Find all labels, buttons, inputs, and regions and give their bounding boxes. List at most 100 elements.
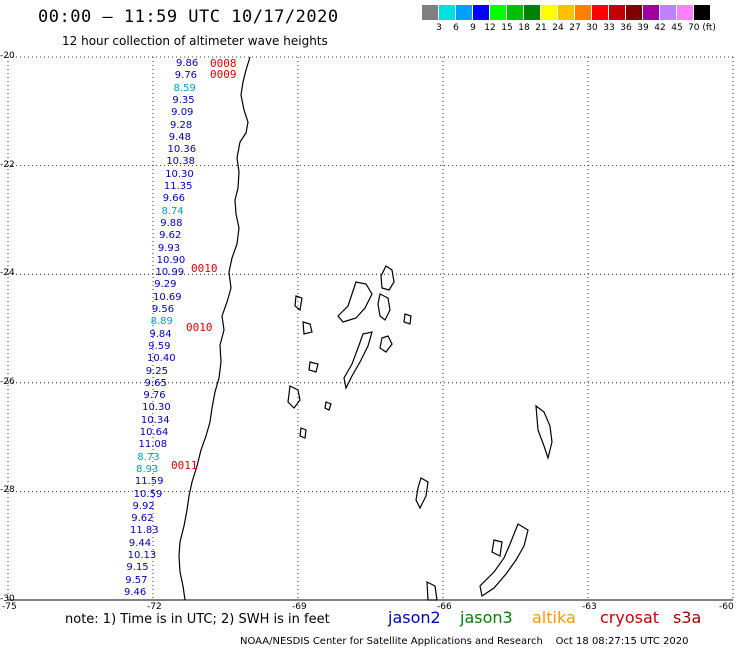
wave-height-value: 9.44 [128, 537, 152, 549]
colorbar-swatch [507, 5, 524, 20]
map-grid [7, 56, 734, 601]
wave-height-value: 9.92 [132, 500, 155, 512]
wave-height-value: 10.59 [133, 488, 163, 500]
wave-height-value: 9.35 [172, 94, 195, 106]
colorbar-swatch [609, 5, 626, 20]
colorbar-swatch [439, 5, 456, 20]
wave-height-value: 10.69 [153, 291, 182, 303]
wave-height-value: 9.62 [159, 230, 182, 242]
colorbar-swatch [490, 5, 507, 20]
wave-height-value: 9.76 [143, 390, 166, 402]
wave-height-value: 10.40 [146, 353, 176, 365]
pass-time-tag: 0008 [210, 57, 237, 70]
wave-height-value: 9.59 [148, 340, 171, 352]
wave-height-value: 10.30 [165, 168, 194, 180]
latitude-label: -28 [0, 485, 15, 496]
credit-line: NOAA/NESDIS Center for Satellite Applica… [240, 636, 689, 647]
wave-height-value: 9.84 [149, 328, 172, 340]
page-subtitle: 12 hour collection of altimeter wave hei… [62, 34, 328, 48]
colorbar-swatch [524, 5, 541, 20]
wave-height-value: 10.38 [166, 156, 195, 168]
wave-height-value: 9.57 [125, 574, 148, 586]
south-america-coastline [178, 56, 251, 601]
wave-height-value: 9.09 [171, 107, 194, 119]
footnote: note: 1) Time is in UTC; 2) SWH is in fe… [65, 612, 330, 627]
island-5 [379, 335, 393, 353]
latitude-label: -26 [0, 376, 15, 387]
longitude-label: -75 [2, 602, 17, 612]
wave-height-value: 9.66 [162, 193, 185, 205]
wave-height-value: 9.46 [124, 587, 147, 598]
colorbar-label: 3 [436, 23, 442, 33]
wave-height-value: 11.83 [130, 525, 159, 537]
wave-height-value: 10.64 [139, 427, 169, 439]
colorbar-label: 70 (ft) [688, 23, 716, 33]
colorbar-label: 42 [654, 23, 666, 33]
colorbar-label: 18 [518, 23, 530, 33]
colorbar-swatch [592, 5, 609, 20]
wave-height-value: 9.48 [168, 131, 191, 143]
colorbar-swatch [643, 5, 660, 20]
colorbar-swatch [626, 5, 643, 20]
pass-time-tag: 0011 [171, 459, 198, 472]
island-14 [415, 477, 429, 510]
island-13 [535, 404, 553, 461]
latitude-label: -24 [0, 268, 15, 279]
page-title: 00:00 – 11:59 UTC 10/17/2020 [38, 7, 339, 27]
longitude-label: -69 [292, 602, 307, 612]
legend-entry-altika: altika [532, 608, 576, 627]
island-3 [377, 293, 391, 321]
wave-height-value: 9.15 [126, 562, 149, 574]
wave-height-value: 9.29 [154, 279, 177, 291]
wave-height-value: 10.90 [156, 254, 186, 266]
wave-height-value: 8.73 [137, 451, 160, 463]
island-7 [294, 295, 303, 312]
longitude-label: -72 [147, 602, 162, 612]
pass-time-tag: 0009 [210, 68, 237, 81]
wave-height-value: 9.88 [160, 217, 183, 229]
island-6 [403, 313, 412, 325]
colorbar-label: 39 [637, 23, 649, 33]
latitude-label: -22 [0, 159, 15, 170]
wave-height-value: 9.62 [131, 513, 154, 525]
longitude-label: -63 [582, 602, 597, 612]
longitude-label: -66 [437, 602, 452, 612]
island-17 [426, 581, 438, 601]
wave-height-value: 9.86 [176, 58, 199, 69]
colorbar-swatch [422, 5, 439, 20]
island-8 [302, 321, 313, 335]
colorbar-label: 30 [586, 23, 598, 33]
colorbar-swatch [541, 5, 558, 20]
colorbar-label: 9 [470, 23, 476, 33]
wave-height-value: 8.74 [161, 205, 184, 217]
colorbar-swatch [694, 5, 711, 20]
colorbar-swatch [677, 5, 694, 20]
longitude-label: -60 [719, 602, 734, 612]
wave-height-value: 10.34 [140, 414, 170, 426]
wave-height-value: 10.30 [142, 402, 171, 414]
island-9 [287, 385, 301, 409]
island-4 [343, 331, 373, 390]
colorbar-label: 15 [501, 23, 513, 33]
wave-height-value: 9.93 [157, 242, 181, 254]
wave-height-value: 9.76 [174, 70, 198, 82]
colorbar-swatch [473, 5, 490, 20]
colorbar-label: 24 [552, 23, 564, 33]
pass-time-tag: 0010 [186, 321, 213, 334]
island-16 [491, 539, 503, 557]
legend-entry-jason3: jason3 [460, 608, 513, 627]
island-12 [299, 427, 307, 439]
wave-height-value: 10.99 [155, 267, 185, 279]
latitude-label: -20 [0, 51, 15, 61]
wave-height-value: 9.25 [145, 365, 169, 377]
wave-height-value: 9.28 [169, 119, 193, 131]
coastline [178, 56, 553, 601]
legend-entry-s3a: s3a [673, 608, 702, 627]
colorbar-label: 12 [484, 23, 496, 33]
colorbar-label: 21 [535, 23, 547, 33]
colorbar-swatch [660, 5, 677, 20]
island-15 [479, 523, 529, 597]
colorbar-label: 45 [671, 23, 683, 33]
